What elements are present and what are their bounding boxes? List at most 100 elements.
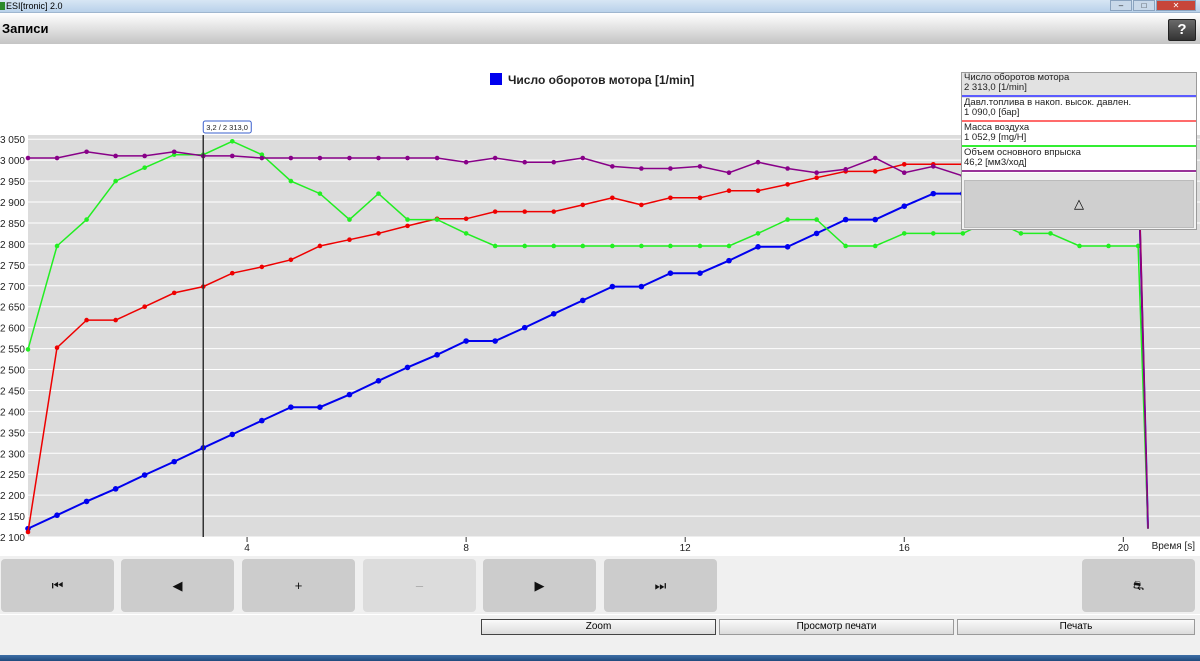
y-tick-label: 2 650 xyxy=(0,303,25,314)
series-4-point xyxy=(229,153,235,159)
series-2-point xyxy=(522,209,528,214)
series-3-point xyxy=(1106,243,1111,249)
help-button[interactable]: ? xyxy=(1168,19,1196,41)
legend-item-color-line xyxy=(962,170,1196,172)
next-button[interactable]: ▶ xyxy=(483,559,596,612)
legend-item-label: Давл.топлива в накоп. высок. давлен. xyxy=(964,97,1132,108)
series-3-point xyxy=(376,191,381,196)
series-4-point xyxy=(434,155,440,161)
series-4-point xyxy=(726,170,732,175)
series-3-point xyxy=(551,243,557,249)
series-4-point xyxy=(551,159,557,165)
legend-item-value: 46,2 [мм3/ход] xyxy=(964,157,1027,168)
legend-item[interactable]: Масса воздуха 1 052,9 [mg/H] xyxy=(962,123,1196,148)
y-axis-ticks: 2 100 2 150 2 200 2 250 2 300 2 350 2 400 2 450… xyxy=(0,135,25,544)
legend-item[interactable]: Число оборотов мотора 2 313,0 [1/min] xyxy=(962,73,1196,98)
print-preview-button[interactable]: Просмотр печати xyxy=(719,619,954,635)
window-title: ESI[tronic] 2.0 xyxy=(6,1,63,11)
zoom-button[interactable]: Zoom xyxy=(481,619,716,635)
series-4-point xyxy=(814,170,819,175)
series-3-point xyxy=(1018,231,1024,236)
series-3-point xyxy=(259,152,265,157)
first-button[interactable]: ⏮ xyxy=(1,559,114,612)
series-1-point xyxy=(842,216,849,223)
series-3-point xyxy=(25,347,31,352)
series-1-point xyxy=(375,378,382,384)
prev-button[interactable]: ◀ xyxy=(121,559,234,612)
series-3-point xyxy=(901,231,907,236)
series-3-point xyxy=(229,138,235,144)
os-taskbar xyxy=(0,655,1200,661)
series-4-point xyxy=(25,155,31,161)
series-3-point xyxy=(726,243,732,249)
series-4-point xyxy=(930,164,936,169)
series-2-point xyxy=(376,231,381,236)
series-1-point xyxy=(259,417,265,424)
series-1-point xyxy=(930,190,937,197)
y-tick-label: 2 800 xyxy=(0,240,25,251)
close-icon[interactable]: ✕ xyxy=(1156,0,1196,11)
series-4-point xyxy=(288,155,294,161)
legend-item-value: 1 090,0 [бар] xyxy=(964,107,1020,118)
maximize-icon[interactable]: □ xyxy=(1133,0,1155,11)
series-3-point xyxy=(54,243,60,249)
legend-item[interactable]: Давл.топлива в накоп. высок. давлен. 1 09… xyxy=(962,98,1196,123)
y-tick-label: 2 450 xyxy=(0,386,25,397)
series-4-point xyxy=(697,164,703,169)
legend-item-label: Масса воздуха xyxy=(964,122,1030,133)
app-icon xyxy=(0,2,5,10)
playback-toolbar: ⏮ ◀ + – ▶ ⏭ ⛐ xyxy=(0,556,1200,614)
chart-settings-button[interactable]: ⛐ xyxy=(1082,559,1195,612)
series-2-point xyxy=(229,270,235,276)
zoom-in-button[interactable]: + xyxy=(242,559,355,612)
series-1-point xyxy=(83,498,90,505)
x-tick-label: 12 xyxy=(680,543,692,552)
series-4-point xyxy=(142,153,147,159)
series-3-point xyxy=(930,231,936,236)
series-3-point xyxy=(1135,243,1141,249)
series-3-point xyxy=(843,243,848,249)
print-button[interactable]: Печать xyxy=(957,619,1195,635)
y-tick-label: 2 600 xyxy=(0,324,25,335)
series-1-point xyxy=(697,270,703,276)
series-2-point xyxy=(551,209,557,214)
series-2-point xyxy=(171,290,177,296)
legend-item-color-line xyxy=(962,120,1196,122)
series-2-point xyxy=(317,243,323,249)
series-4-point xyxy=(639,166,644,171)
series-4-point xyxy=(259,155,265,161)
series-2-point xyxy=(697,195,703,201)
y-tick-label: 2 900 xyxy=(0,198,25,209)
series-3-point xyxy=(580,243,586,249)
y-tick-label: 2 400 xyxy=(0,407,25,418)
bottom-bar: Zoom Просмотр печати Печать xyxy=(0,615,1200,655)
series-2-point xyxy=(785,182,790,187)
minimize-icon[interactable]: – xyxy=(1110,0,1132,11)
series-2-point xyxy=(259,264,265,270)
series-1-point xyxy=(609,283,616,290)
series-3-point xyxy=(434,217,440,222)
series-2-point xyxy=(726,188,732,193)
series-4-point xyxy=(54,155,60,161)
series-1-point xyxy=(346,391,353,398)
legend-scroll-up-button[interactable]: △ xyxy=(964,180,1194,228)
cursor-group[interactable]: 3,2 / 2 313,0 xyxy=(202,120,252,537)
page-title: Записи xyxy=(2,21,49,36)
series-1-point xyxy=(112,486,119,492)
series-4-point xyxy=(84,149,89,155)
y-tick-label: 2 700 xyxy=(0,282,25,293)
series-2-point xyxy=(25,529,31,535)
series-4-point xyxy=(347,155,352,161)
series-4-point xyxy=(492,155,498,161)
series-1-point xyxy=(317,404,323,410)
last-button[interactable]: ⏭ xyxy=(604,559,717,612)
legend-item[interactable]: Объем основного впрыска 46,2 [мм3/ход] xyxy=(962,148,1196,173)
series-3-point xyxy=(610,243,615,249)
series-3-point xyxy=(522,243,528,249)
series-4-point xyxy=(171,149,177,155)
y-tick-label: 2 200 xyxy=(0,491,25,502)
series-1-point xyxy=(492,338,498,344)
zoom-out-button[interactable]: – xyxy=(363,559,476,612)
series-1-point xyxy=(550,311,557,317)
series-2-point xyxy=(288,257,294,263)
